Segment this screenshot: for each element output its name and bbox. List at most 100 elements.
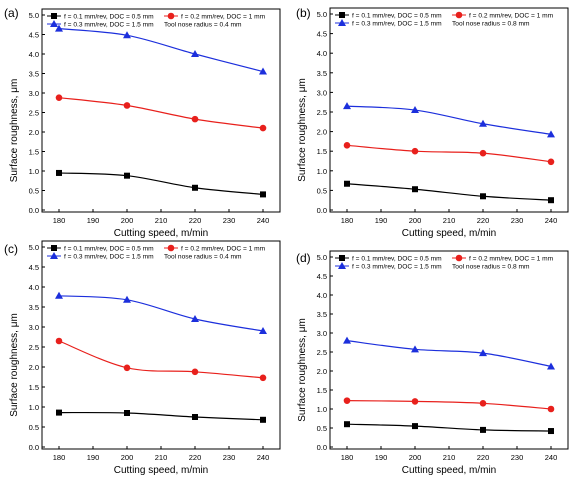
- series: [343, 142, 555, 166]
- data-point: [343, 397, 351, 404]
- legend-marker: [338, 262, 346, 269]
- legend-marker: [51, 13, 57, 19]
- legend-marker: [50, 20, 58, 27]
- series-line: [346, 423, 552, 432]
- y-tick-label: 0.5: [29, 423, 39, 432]
- y-tick-label: 4.5: [29, 31, 39, 40]
- data-point: [547, 405, 555, 413]
- data-point: [343, 142, 351, 149]
- y-tick-label: 1.0: [29, 403, 39, 412]
- data-point: [56, 409, 62, 416]
- y-tick-label: 3.0: [29, 89, 39, 98]
- series-line: [346, 340, 552, 368]
- data-point: [55, 337, 63, 345]
- y-axis-label: Surface roughness, μm: [297, 78, 308, 182]
- legend-entry: f = 0.1 mm/rev, DOC = 0.5 mm: [352, 13, 442, 20]
- legend-entry: f = 0.3 mm/rev, DOC = 1.5 mm: [64, 22, 154, 29]
- chart-panel: (d) 0.0 0.5 1.0 1.5 2.0 2.5 3.0 3.5 4.0 4.5 5.0 180 1…: [296, 250, 569, 476]
- x-tick-label: 240: [545, 216, 558, 225]
- y-tick-label: 3.5: [317, 69, 327, 78]
- y-tick-label: 1.0: [29, 167, 39, 176]
- x-tick-label: 240: [257, 453, 270, 462]
- data-point: [480, 426, 486, 433]
- data-point: [480, 193, 486, 200]
- data-point: [191, 50, 199, 57]
- x-axis-label: Cutting speed, m/min: [402, 228, 497, 239]
- y-tick-label: 2.0: [317, 128, 327, 137]
- data-point: [547, 130, 555, 138]
- x-tick-label: 190: [87, 453, 100, 462]
- legend-note: Tool nose radius = 0.8 mm: [452, 264, 530, 271]
- data-point: [343, 336, 351, 344]
- series: [343, 336, 555, 370]
- legend-marker: [339, 12, 345, 18]
- series: [343, 397, 555, 413]
- y-tick-label: 4.0: [29, 50, 39, 59]
- legend: f = 0.1 mm/rev, DOC = 0.5 mm f = 0.2 mm/r…: [335, 11, 554, 28]
- series: [344, 180, 554, 204]
- x-tick-label: 180: [341, 453, 354, 462]
- x-tick-label: 200: [409, 216, 422, 225]
- data-point: [479, 119, 487, 127]
- chart-panel: (c) 0.0 0.5 1.0 1.5 2.0 2.5 3.0 3.5 4.0 4.5 5.0 180 1…: [4, 240, 281, 476]
- x-tick-label: 190: [375, 453, 388, 462]
- y-tick-label: 1.5: [317, 386, 327, 395]
- y-tick-label: 4.5: [29, 263, 39, 272]
- data-point: [123, 31, 131, 39]
- legend-marker: [455, 254, 463, 262]
- series-line: [346, 105, 552, 135]
- panel-label: (c): [4, 242, 18, 256]
- x-axis-label: Cutting speed, m/min: [114, 465, 209, 476]
- series: [56, 169, 266, 198]
- data-point: [548, 428, 554, 435]
- y-tick-label: 3.0: [317, 329, 327, 338]
- y-axis-label: Surface roughness, μm: [9, 313, 20, 417]
- y-tick-label: 2.0: [29, 363, 39, 372]
- data-point: [55, 24, 63, 32]
- data-point: [191, 315, 199, 322]
- data-point: [479, 149, 487, 157]
- y-tick-label: 0.5: [29, 187, 39, 196]
- data-point: [124, 410, 130, 416]
- plot-frame: [41, 240, 281, 450]
- data-point: [411, 147, 419, 155]
- y-tick-label: 1.0: [317, 167, 327, 176]
- y-tick-label: 2.5: [29, 343, 39, 352]
- legend: f = 0.1 mm/rev, DOC = 0.5 mm f = 0.2 mm/r…: [47, 244, 266, 261]
- data-point: [55, 291, 63, 299]
- data-point: [479, 349, 487, 357]
- legend-marker: [50, 252, 58, 259]
- legend-marker: [455, 11, 463, 19]
- chart-panel: (b) 0.0 0.5 1.0 1.5 2.0 2.5 3.0 3.5 4.0 4.5 5.0 180 1…: [296, 6, 569, 239]
- y-tick-label: 3.0: [29, 323, 39, 332]
- data-point: [412, 423, 418, 430]
- legend-marker: [167, 244, 175, 252]
- plot-frame: [329, 250, 569, 450]
- series-line: [58, 172, 264, 195]
- legend-entry: f = 0.1 mm/rev, DOC = 0.5 mm: [64, 14, 154, 21]
- y-tick-label: 0.5: [317, 424, 327, 433]
- series: [343, 102, 555, 138]
- y-tick-label: 5.0: [29, 243, 39, 252]
- legend: f = 0.1 mm/rev, DOC = 0.5 mm f = 0.2 mm/r…: [47, 12, 266, 29]
- data-point: [548, 197, 554, 204]
- legend-entry: f = 0.2 mm/rev, DOC = 1 mm: [469, 256, 554, 263]
- series-line: [58, 411, 264, 421]
- y-tick-label: 5.0: [29, 11, 39, 20]
- legend-entry: f = 0.1 mm/rev, DOC = 0.5 mm: [352, 256, 442, 263]
- legend-entry: f = 0.2 mm/rev, DOC = 1 mm: [469, 13, 554, 20]
- y-tick-label: 4.5: [317, 272, 327, 281]
- series-line: [58, 340, 264, 379]
- data-point: [191, 115, 199, 123]
- x-axis-label: Cutting speed, m/min: [114, 228, 209, 239]
- x-tick-label: 240: [257, 216, 270, 225]
- series: [55, 337, 267, 382]
- y-tick-label: 0.0: [29, 443, 39, 452]
- data-point: [191, 368, 199, 376]
- series-line: [58, 28, 264, 73]
- series: [55, 94, 267, 132]
- data-point: [123, 102, 131, 109]
- y-tick-label: 3.5: [317, 310, 327, 319]
- y-tick-label: 2.5: [317, 108, 327, 117]
- data-point: [411, 398, 419, 405]
